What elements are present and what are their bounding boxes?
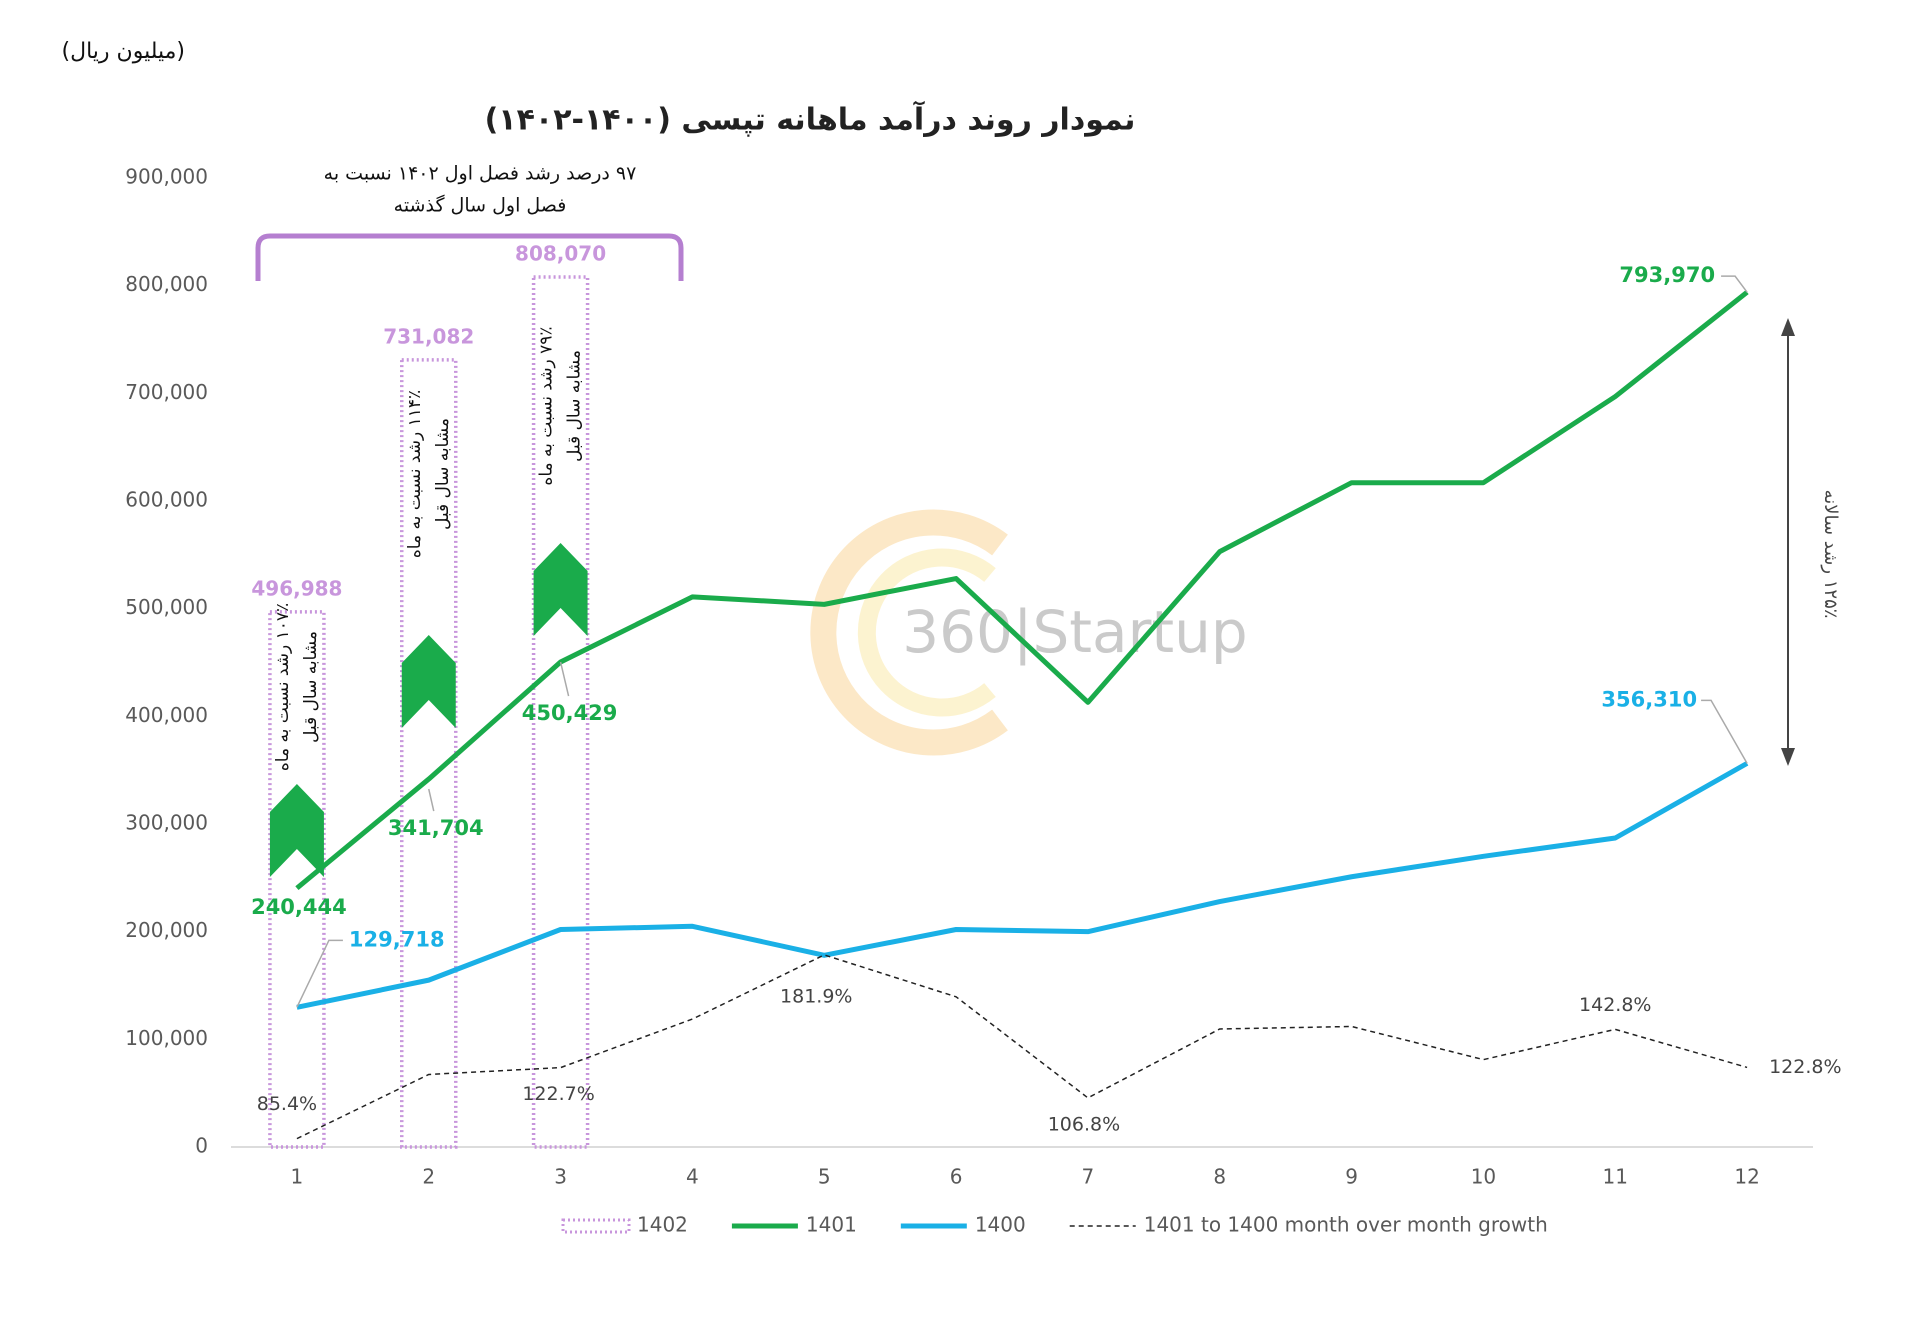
annotation-text: ۱۰۷٪ رشد نسبت به ماه <box>273 603 293 771</box>
data-label: 122.7% <box>522 1083 594 1105</box>
data-label: 240,444 <box>251 895 347 919</box>
x-tick-label: 6 <box>950 1165 963 1189</box>
series-line <box>295 290 1749 891</box>
growth-line <box>296 954 1748 1140</box>
growth-chevron <box>533 543 588 636</box>
data-label: 450,429 <box>522 701 618 725</box>
annotation-text: ۱۱۴٪ رشد نسبت به ماه <box>405 390 425 558</box>
growth-chevron <box>401 635 456 728</box>
data-label: 85.4% <box>257 1093 317 1115</box>
bar <box>400 358 458 1149</box>
data-label: 731,082 <box>383 324 474 348</box>
x-tick-label: 11 <box>1603 1165 1628 1189</box>
data-label: 106.8% <box>1048 1113 1120 1135</box>
bar <box>531 275 590 1149</box>
y-tick-label: 200,000 <box>125 918 208 942</box>
series-line <box>296 761 1749 1010</box>
y-tick-label: 500,000 <box>125 595 208 619</box>
watermark-logo <box>810 509 1008 756</box>
bar <box>268 610 326 1149</box>
y-tick-label: 600,000 <box>125 488 208 512</box>
data-label: 341,704 <box>388 816 484 840</box>
annotation-text: مشابه سال قبل <box>565 350 585 462</box>
data-label: 496,988 <box>251 576 342 600</box>
legend-label: 1401 to 1400 month over month growth <box>1144 1213 1548 1237</box>
leader-line <box>1721 275 1748 293</box>
leader-line <box>428 788 435 812</box>
x-tick-label: 12 <box>1734 1165 1759 1189</box>
y-tick-label: 100,000 <box>125 1026 208 1050</box>
bracket <box>255 233 684 281</box>
y-tick-label: 400,000 <box>125 703 208 727</box>
unit-label: (میلیون ریال) <box>62 39 185 64</box>
growth-chevron <box>269 784 324 877</box>
x-tick-label: 4 <box>686 1165 699 1189</box>
box-annotation: ۱۱۴٪ رشد نسبت به ماه مشابه سال قبل <box>405 390 453 558</box>
arrow-head <box>1781 748 1795 766</box>
data-label: 181.9% <box>780 985 852 1007</box>
watermark: 360|Startup <box>902 598 1248 666</box>
leader-line <box>1701 699 1748 764</box>
x-tick-label: 9 <box>1345 1165 1358 1189</box>
x-tick-label: 7 <box>1082 1165 1095 1189</box>
annotation-text: ۷۹٪ رشد نسبت به ماه <box>537 326 557 485</box>
data-label: 129,718 <box>349 927 445 951</box>
y-tick-label: 700,000 <box>125 380 208 404</box>
leader-line <box>559 661 570 697</box>
legend-swatch <box>561 1218 631 1234</box>
data-label: 356,310 <box>1601 687 1697 711</box>
x-tick-label: 1 <box>291 1165 304 1189</box>
data-label: 122.8% <box>1769 1056 1841 1078</box>
x-tick-label: 5 <box>818 1165 831 1189</box>
y-tick-label: 800,000 <box>125 272 208 296</box>
box-annotation: ۷۹٪ رشد نسبت به ماه مشابه سال قبل <box>537 326 585 485</box>
y-tick-label: 0 <box>195 1134 208 1158</box>
x-tick-label: 10 <box>1471 1165 1496 1189</box>
box-annotation: ۱۰۷٪ رشد نسبت به ماه مشابه سال قبل <box>273 603 321 771</box>
annotation-text: ۱۲۵٪ رشد سالانه <box>1820 490 1841 619</box>
legend-label: 1400 <box>975 1213 1026 1237</box>
legend-label: 1401 <box>806 1213 857 1237</box>
watermark-arc <box>857 548 996 717</box>
data-label: 142.8% <box>1579 994 1651 1016</box>
leader-line <box>296 939 343 1008</box>
arrow-head <box>1781 318 1795 336</box>
x-tick-label: 2 <box>422 1165 435 1189</box>
y-tick-label: 300,000 <box>125 811 208 835</box>
watermark-arc <box>810 509 1008 756</box>
annotation-text: فصل اول سال گذشته <box>394 194 567 217</box>
chart-title: نمودار روند درآمد ماهانه تپسی (۱۴۰۰-۱۴۰۲… <box>485 101 1136 138</box>
annotation-text: ۹۷ درصد رشد فصل اول ۱۴۰۲ نسبت به <box>324 163 637 185</box>
x-tick-label: 3 <box>554 1165 567 1189</box>
annotation-text: مشابه سال قبل <box>433 418 453 530</box>
x-tick-label: 8 <box>1213 1165 1226 1189</box>
data-label: 793,970 <box>1619 263 1715 287</box>
y-tick-label: 900,000 <box>125 165 208 189</box>
annotation-text: مشابه سال قبل <box>301 631 321 743</box>
yearly-annotation: ۱۲۵٪ رشد سالانه <box>1820 490 1841 619</box>
legend-label: 1402 <box>637 1213 688 1237</box>
data-label: 808,070 <box>515 241 606 265</box>
